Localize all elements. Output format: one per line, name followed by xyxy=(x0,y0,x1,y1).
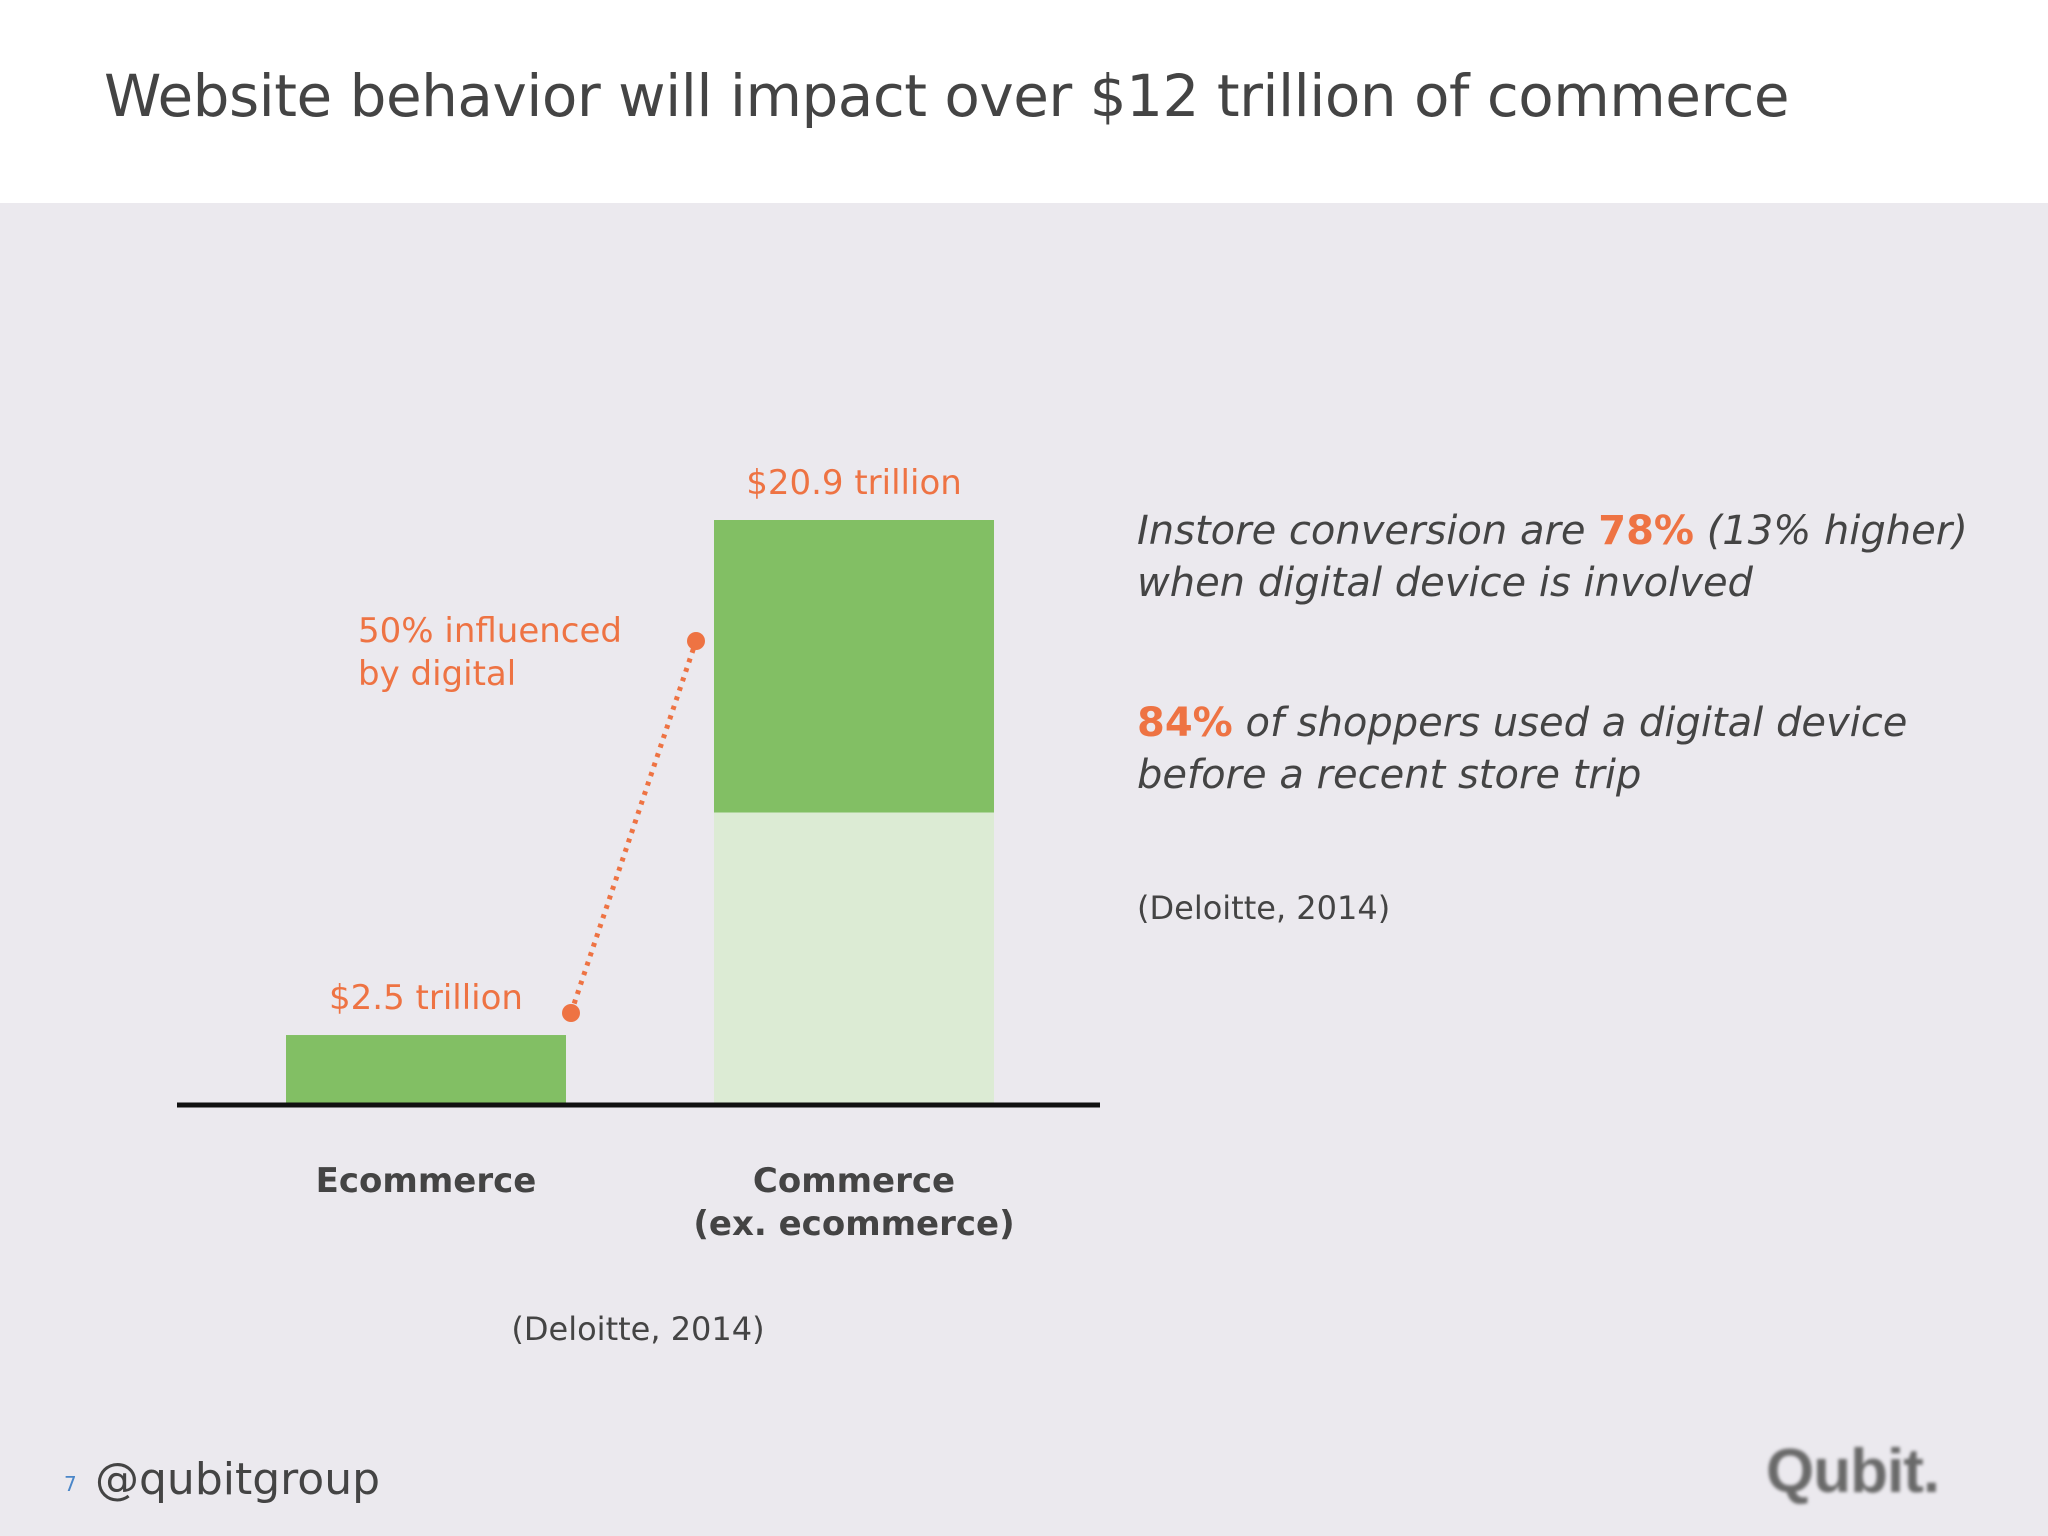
bar-2-segment-1 xyxy=(714,812,994,1105)
chart-source: (Deloitte, 2014) xyxy=(511,1310,764,1348)
page-title: Website behavior will impact over $12 tr… xyxy=(104,62,1790,130)
stats-panel: Instore conversion are 78% (13% higher) … xyxy=(1137,505,1997,927)
qubit-logo: Qubit. xyxy=(1766,1437,1940,1506)
twitter-handle: @qubitgroup xyxy=(95,1454,381,1505)
bar-1-segment-2 xyxy=(286,1035,566,1105)
stat-shoppers-highlight: 84% xyxy=(1137,700,1233,746)
bar-2-segment-2 xyxy=(714,520,994,813)
stat-shoppers: 84% of shoppers used a digital device be… xyxy=(1137,697,1997,801)
bar-value-label: $2.5 trillion xyxy=(329,978,523,1018)
stats-source: (Deloitte, 2014) xyxy=(1137,889,1391,927)
page-number: 7 xyxy=(64,1472,77,1496)
stat-shoppers-post: of shoppers used a digital device before… xyxy=(1137,700,1908,798)
category-label: Commerce (ex. ecommerce) xyxy=(693,1161,1014,1244)
connector-dot-start xyxy=(562,1004,580,1022)
annotation-label: 50% influenced by digital xyxy=(358,611,622,694)
stat-conversion-highlight: 78% xyxy=(1598,508,1694,554)
stat-conversion: Instore conversion are 78% (13% higher) … xyxy=(1137,505,1997,609)
category-label: Ecommerce xyxy=(316,1161,537,1201)
header-bar: Website behavior will impact over $12 tr… xyxy=(0,0,2048,203)
bar-value-label: $20.9 trillion xyxy=(746,463,962,503)
influence-connector xyxy=(568,640,699,1014)
connector-dot-end xyxy=(687,632,705,650)
stat-conversion-post: (13% higher) when digital device is invo… xyxy=(1137,508,1968,606)
stat-conversion-pre: Instore conversion are xyxy=(1137,508,1599,554)
